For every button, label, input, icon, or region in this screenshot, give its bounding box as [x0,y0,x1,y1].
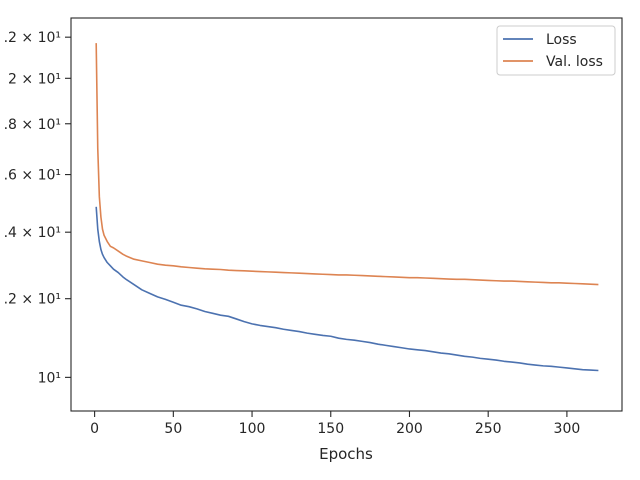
x-tick-label: 0 [90,421,99,437]
plot-area [71,18,622,411]
x-tick-label: 300 [554,421,581,437]
x-axis-label: Epochs [319,445,373,463]
x-tick-label: 250 [475,421,502,437]
legend-label: Val. loss [546,54,603,70]
series-line-val-loss [95,43,599,286]
series-layer [95,43,599,372]
y-axis: 10¹ .2 × 10¹ .4 × 10¹ .6 × 10¹ .8 × 10¹ 2 × 1… [4,30,71,386]
plot-frame [70,17,623,412]
x-tick-label: 150 [317,421,344,437]
x-tick-label: 200 [396,421,423,437]
series-line-loss [95,206,599,372]
legend[interactable]: Loss Val. loss [496,25,616,76]
y-tick-label: .8 × 10¹ [4,117,61,133]
y-tick-label: .4 × 10¹ [4,225,61,241]
y-tick-label: 2 × 10¹ [8,71,61,87]
legend-label: Loss [546,32,577,48]
y-tick-label: .2 × 10¹ [4,292,61,308]
x-axis: 0 50 100 150 200 250 300 [90,411,580,437]
y-tick-label: .2 × 10¹ [4,30,61,46]
x-tick-label: 100 [239,421,266,437]
y-tick-label: .6 × 10¹ [4,168,61,184]
x-tick-label: 50 [164,421,182,437]
y-tick-label: 10¹ [38,370,61,386]
